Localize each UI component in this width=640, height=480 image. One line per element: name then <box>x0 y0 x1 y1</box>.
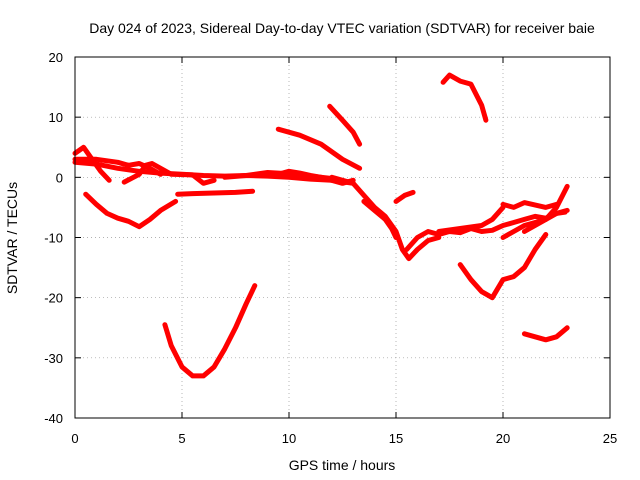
x-tick-label: 20 <box>496 431 510 446</box>
series-line-s11 <box>327 103 363 147</box>
series-line-s13 <box>361 198 399 240</box>
series-line-s3 <box>72 156 164 177</box>
y-tick-label: 20 <box>49 50 63 65</box>
series-line-s21 <box>457 232 549 301</box>
series-line-s9 <box>162 283 258 379</box>
series-line-s14 <box>393 189 416 204</box>
y-tick-label: 0 <box>56 170 63 185</box>
x-tick-label: 5 <box>178 431 185 446</box>
series-line-s15 <box>404 209 568 252</box>
series-line-s22 <box>521 325 570 343</box>
y-tick-label: -30 <box>44 351 63 366</box>
x-tick-label: 15 <box>389 431 403 446</box>
series-line-s19 <box>500 200 559 210</box>
y-tick-label: -10 <box>44 231 63 246</box>
x-tick-label: 10 <box>282 431 296 446</box>
series-line-s10 <box>275 126 363 171</box>
axis-ticks: 0 5 10 15 20 25 -40 -30 -20 -10 0 10 20 <box>44 50 617 446</box>
plot-area <box>72 72 570 379</box>
series-line-s5 <box>83 191 179 230</box>
y-tick-label: -20 <box>44 291 63 306</box>
series-line-s4 <box>121 161 217 186</box>
series-line-s2 <box>72 159 356 186</box>
series-line-s16 <box>436 204 506 234</box>
series-line-s17 <box>500 207 570 240</box>
series-line-s6 <box>175 188 256 197</box>
series-line-s18 <box>521 183 570 234</box>
y-axis-label: SDTVAR / TECUs <box>4 182 20 294</box>
series-line-s8 <box>275 168 356 186</box>
y-tick-label: 10 <box>49 110 63 125</box>
x-tick-label: 25 <box>603 431 617 446</box>
grid <box>75 57 610 418</box>
y-tick-label: -40 <box>44 411 63 426</box>
x-axis-label: GPS time / hours <box>289 457 396 473</box>
x-tick-label: 0 <box>71 431 78 446</box>
chart-title: Day 024 of 2023, Sidereal Day-to-day VTE… <box>89 20 595 36</box>
series-line-s20 <box>440 72 489 123</box>
